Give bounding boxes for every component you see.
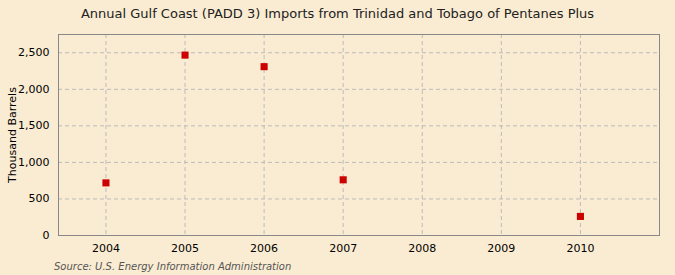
svg-text:1,000: 1,000 xyxy=(18,156,50,169)
svg-text:2010: 2010 xyxy=(566,242,594,255)
html-text:Annual Gulf Coast (PADD 3) Imp: Annual Gulf Coast (PADD 3) Imports from … xyxy=(80,6,595,21)
svg-text:1,500: 1,500 xyxy=(18,119,50,132)
svg-text:2006: 2006 xyxy=(250,242,278,255)
svg-text:2008: 2008 xyxy=(408,242,436,255)
svg-text:2,500: 2,500 xyxy=(18,46,50,59)
svg-text:2,000: 2,000 xyxy=(18,83,50,96)
svg-text:2005: 2005 xyxy=(171,242,199,255)
svg-text:Thousand Barrels: Thousand Barrels xyxy=(6,87,19,184)
svg-text:2007: 2007 xyxy=(329,242,357,255)
svg-text:2004: 2004 xyxy=(92,242,120,255)
html-text:Source: U.S. Energy Informatio: Source: U.S. Energy Information Administ… xyxy=(54,261,292,272)
svg-text:2009: 2009 xyxy=(487,242,515,255)
svg-text:0: 0 xyxy=(43,229,50,242)
svg-text:500: 500 xyxy=(29,192,50,205)
